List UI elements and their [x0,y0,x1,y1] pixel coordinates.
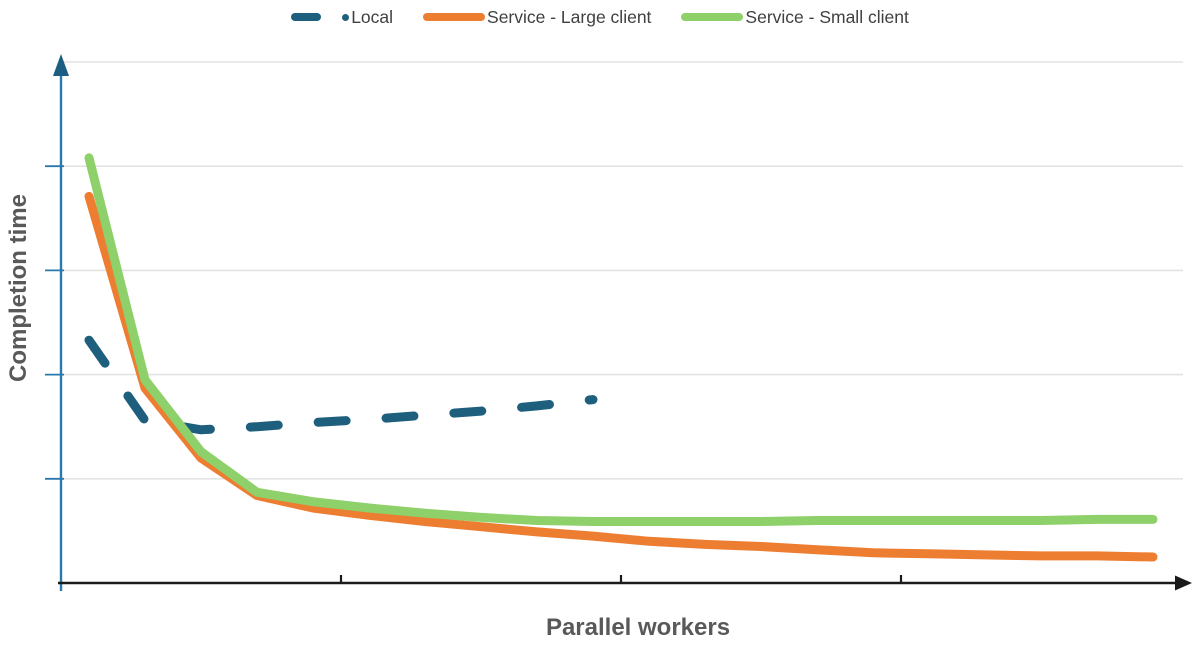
y-axis-title: Completion time [5,194,32,383]
dot-segment-icon [342,14,350,21]
series-line-service-small [84,153,1158,526]
series-line-service-large [84,191,1158,562]
dash-segment-icon [291,13,322,21]
legend: Local Service - Large client Service - S… [0,6,1200,28]
solid-line-swatch-icon [681,13,744,21]
solid-line-swatch-icon [423,13,486,21]
legend-label-service-small: Service - Small client [745,7,909,27]
legend-label-local: Local [351,7,394,27]
legend-item-service-large: Service - Large client [423,6,651,28]
legend-item-local: Local [291,6,393,28]
series-line-local [84,335,598,435]
dashed-line-swatch-icon [291,13,350,21]
legend-label-service-large: Service - Large client [487,7,652,27]
axes [45,54,1192,591]
gridlines [61,61,1183,480]
y-axis-arrow-icon [53,54,69,76]
legend-item-service-small: Service - Small client [681,6,909,28]
x-axis-arrow-icon [1175,575,1192,591]
series-lines [84,153,1158,562]
x-axis-title: Parallel workers [545,614,731,641]
